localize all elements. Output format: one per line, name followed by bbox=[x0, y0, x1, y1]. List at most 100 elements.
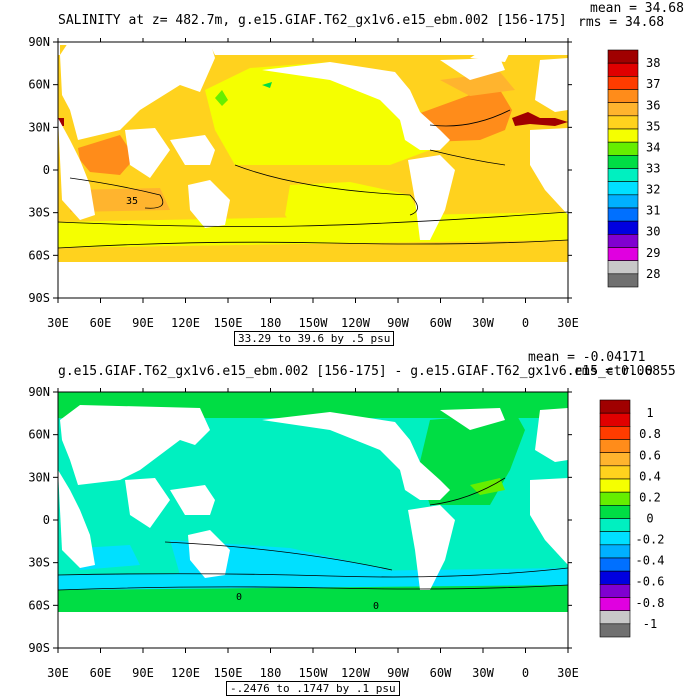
p1-arabian-sea bbox=[78, 135, 135, 175]
colorbar-label: 1 bbox=[646, 406, 653, 420]
y-tick-label: 90S bbox=[28, 291, 50, 305]
colorbar-swatch bbox=[599, 610, 631, 625]
x-tick-label: 120W bbox=[341, 316, 371, 330]
x-tick-label: 30E bbox=[557, 316, 579, 330]
y-tick-label: 0 bbox=[43, 513, 50, 527]
colorbar-swatch bbox=[607, 89, 639, 103]
p1-north-atlantic bbox=[415, 90, 512, 142]
colorbar-swatch bbox=[607, 102, 639, 117]
colorbar-swatch bbox=[599, 399, 631, 414]
p2-x-tick-labels: 30E 60E 90E 120E 150E 180 150W 120W 90W 60W 30W 0 30… bbox=[47, 666, 579, 680]
y-tick-label: 0 bbox=[43, 163, 50, 177]
panel-2-title: g.e15.GIAF.T62_gx1v6.e15_ebm.002 [156-17… bbox=[58, 364, 653, 379]
colorbar-swatch bbox=[607, 273, 639, 288]
colorbar-swatch bbox=[607, 181, 639, 196]
panel-2-range-note: -.2476 to .1747 by .1 psu bbox=[226, 681, 400, 696]
colorbar-label: 0 bbox=[646, 512, 653, 526]
colorbar-label: 0.8 bbox=[639, 427, 661, 441]
y-tick-label: 90N bbox=[28, 385, 50, 399]
y-tick-label: 60S bbox=[28, 248, 50, 262]
colorbar-label: 37 bbox=[646, 77, 660, 91]
colorbar-1 bbox=[607, 49, 639, 288]
panel-1-mean: mean = 34.68 bbox=[590, 1, 684, 16]
panel-1-rms: rms = 34.68 bbox=[578, 15, 665, 30]
colorbar-swatch bbox=[599, 439, 631, 453]
x-tick-label: 60E bbox=[90, 316, 112, 330]
colorbar-swatch bbox=[607, 247, 639, 261]
colorbar-swatch bbox=[607, 155, 639, 169]
colorbar-swatch bbox=[599, 518, 631, 532]
x-tick-label: 150W bbox=[299, 666, 329, 680]
p2-contour-label-2: 0 bbox=[236, 592, 242, 603]
p2-land bbox=[58, 405, 568, 648]
panel-2-mean: mean = -0.04171 bbox=[528, 350, 646, 365]
colorbar-swatch bbox=[599, 452, 631, 467]
p2-contours bbox=[58, 477, 568, 591]
colorbar-label: 34 bbox=[646, 140, 660, 154]
p2-ticks bbox=[53, 388, 572, 653]
x-tick-label: 90E bbox=[132, 316, 154, 330]
colorbar-swatch bbox=[599, 491, 631, 506]
panel-2-map: 0 0 30E 60E 90E 120E 150E 180 150W 120W 90W 60W 30… bbox=[28, 385, 579, 680]
colorbar-label: -0.6 bbox=[636, 575, 665, 589]
y-tick-label: 60N bbox=[28, 428, 50, 442]
colorbar-2 bbox=[599, 399, 631, 638]
x-tick-label: 60W bbox=[430, 316, 452, 330]
y-tick-label: 30S bbox=[28, 206, 50, 220]
colorbar-label: -1 bbox=[643, 617, 657, 631]
colorbar-swatch bbox=[599, 412, 631, 427]
colorbar-swatch bbox=[599, 597, 631, 611]
x-tick-label: 150W bbox=[299, 316, 329, 330]
colorbar-swatch bbox=[607, 115, 639, 130]
x-tick-label: 150E bbox=[214, 666, 243, 680]
colorbar-swatch bbox=[607, 141, 639, 156]
colorbar-label: -0.4 bbox=[636, 554, 665, 568]
x-tick-label: 120E bbox=[171, 666, 200, 680]
x-tick-label: 0 bbox=[522, 316, 529, 330]
y-tick-label: 30N bbox=[28, 120, 50, 134]
panel-1-map: 35 30E 60E 90E 120E 150E 180 150W 120W 90W 60W 30W… bbox=[28, 35, 579, 330]
x-tick-label: 60E bbox=[90, 666, 112, 680]
y-tick-label: 90N bbox=[28, 35, 50, 49]
colorbar-swatch bbox=[599, 426, 631, 440]
panel-1-title: SALINITY at z= 482.7m, g.e15.GIAF.T62_gx… bbox=[58, 13, 567, 28]
y-tick-label: 60S bbox=[28, 598, 50, 612]
x-tick-label: 60W bbox=[430, 666, 452, 680]
colorbar-swatch bbox=[607, 49, 639, 64]
p1-land bbox=[58, 42, 568, 298]
p1-contours bbox=[58, 109, 568, 249]
x-tick-label: 90E bbox=[132, 666, 154, 680]
colorbar-label: 0.4 bbox=[639, 469, 661, 483]
p1-med-hotspot bbox=[512, 112, 568, 126]
colorbar-label: -0.8 bbox=[636, 596, 665, 610]
p1-x-tick-labels: 30E 60E 90E 120E 150E 180 150W 120W 90W 60W 30W 0 30… bbox=[47, 316, 579, 330]
x-tick-label: 30W bbox=[472, 666, 494, 680]
x-tick-label: 120W bbox=[341, 666, 371, 680]
p2-y-tick-labels: 90N 60N 30N 0 30S 60S 90S bbox=[28, 385, 50, 655]
colorbar-label: 33 bbox=[646, 162, 660, 176]
colorbar-swatch bbox=[607, 76, 639, 90]
colorbar-label: -0.2 bbox=[636, 533, 665, 547]
p1-contour-label: 35 bbox=[126, 196, 138, 207]
colorbar-label: 31 bbox=[646, 204, 660, 218]
colorbar-label: 35 bbox=[646, 119, 660, 133]
x-tick-label: 90W bbox=[387, 666, 409, 680]
x-tick-label: 30E bbox=[47, 316, 69, 330]
x-tick-label: 180 bbox=[260, 316, 282, 330]
colorbar-label: 29 bbox=[646, 246, 660, 260]
colorbar-label: 36 bbox=[646, 98, 660, 112]
colorbar-swatch bbox=[599, 557, 631, 572]
colorbar-label: 0.6 bbox=[639, 448, 661, 462]
colorbar-label: 0.2 bbox=[639, 490, 661, 504]
colorbar-swatch bbox=[607, 62, 639, 77]
colorbar-label: 30 bbox=[646, 225, 660, 239]
colorbar-label: 38 bbox=[646, 56, 660, 70]
x-tick-label: 120E bbox=[171, 316, 200, 330]
y-tick-label: 60N bbox=[28, 78, 50, 92]
x-tick-label: 30W bbox=[472, 316, 494, 330]
colorbar-swatch bbox=[599, 531, 631, 546]
colorbar-1-labels: 38 37 36 35 34 33 32 31 30 29 28 bbox=[646, 56, 660, 281]
p1-ticks bbox=[53, 38, 572, 303]
colorbar-label: 28 bbox=[646, 267, 660, 281]
p2-southern-green bbox=[58, 585, 568, 612]
